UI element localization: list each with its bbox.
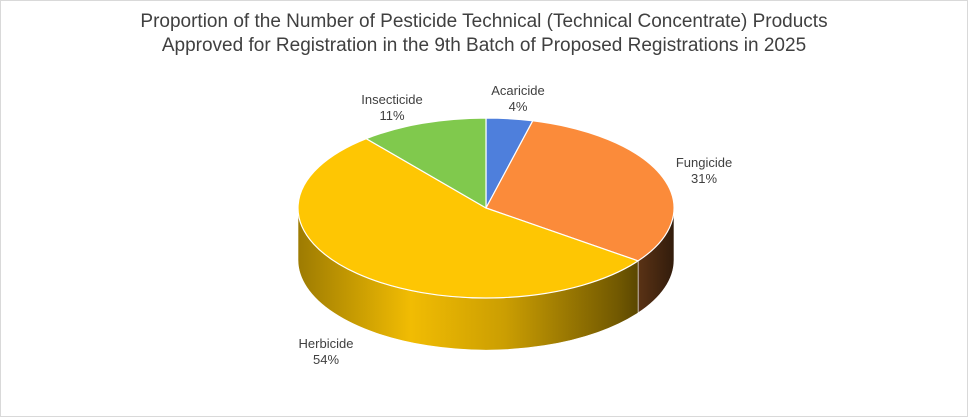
pie-slice-fungicide[interactable] — [485, 120, 675, 262]
slice-percent-herbicide: 54% — [313, 352, 339, 367]
chart-title-line-2: Approved for Registration in the 9th Bat… — [161, 35, 807, 56]
slice-label-fungicide: Fungicide — [676, 155, 732, 170]
slice-percent-acaricide: 4% — [509, 99, 528, 114]
pie-slice-insecticide[interactable] — [365, 117, 487, 209]
slice-percent-insecticide: 11% — [379, 108, 404, 123]
chart-title-line-1: Proportion of the Number of Pesticide Te… — [140, 11, 828, 32]
slice-label-herbicide: Herbicide — [299, 336, 354, 351]
slice-percent-fungicide: 31% — [691, 171, 717, 186]
slice-label-acaricide: Acaricide — [491, 83, 544, 98]
slice-label-insecticide: Insecticide — [361, 92, 422, 107]
pie-tops — [297, 117, 675, 299]
pie-slice-herbicide[interactable] — [297, 138, 639, 299]
